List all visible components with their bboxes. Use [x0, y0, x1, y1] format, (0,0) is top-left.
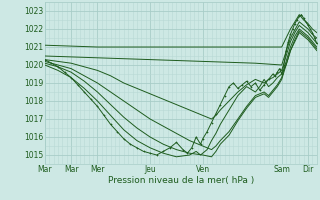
- X-axis label: Pression niveau de la mer( hPa ): Pression niveau de la mer( hPa ): [108, 176, 254, 185]
